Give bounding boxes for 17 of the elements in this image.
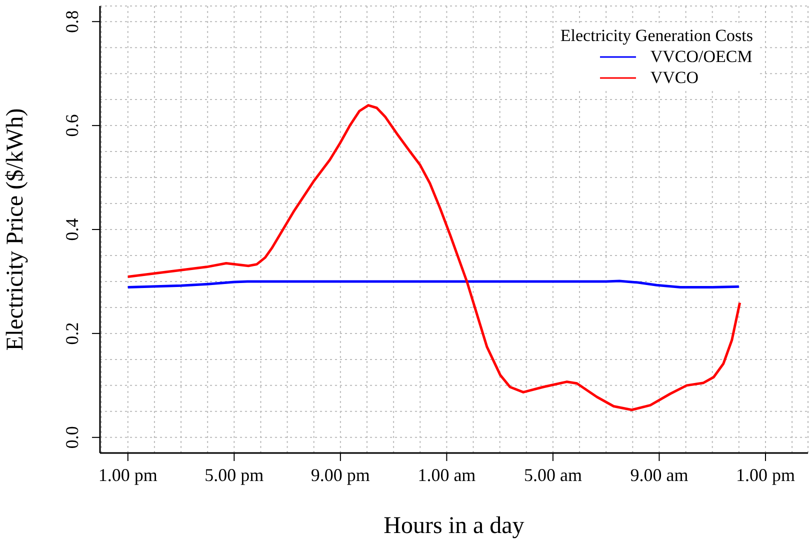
legend-label: VVCO/OECM <box>650 46 752 67</box>
y-tick-label: 0.2 <box>62 322 82 345</box>
x-tick-label: 9.00 pm <box>310 465 370 485</box>
x-tick-label: 1.00 pm <box>98 465 158 485</box>
legend-title: Electricity Generation Costs <box>560 26 753 46</box>
legend-label: VVCO <box>650 67 699 88</box>
x-tick-label: 5.00 pm <box>204 465 264 485</box>
y-tick-label: 0.0 <box>62 426 82 449</box>
x-tick-label: 9.00 am <box>630 465 688 485</box>
x-tick-label: 1.00 pm <box>736 465 795 485</box>
x-tick-label: 1.00 am <box>418 465 476 485</box>
y-tick-label: 0.6 <box>62 114 82 137</box>
y-axis-title: Electricity Price ($/kWh) <box>2 108 29 351</box>
x-axis-title: Hours in a day <box>384 513 524 539</box>
y-tick-label: 0.8 <box>62 10 82 33</box>
x-tick-label: 5.00 am <box>524 465 582 485</box>
y-tick-label: 0.4 <box>62 218 82 241</box>
